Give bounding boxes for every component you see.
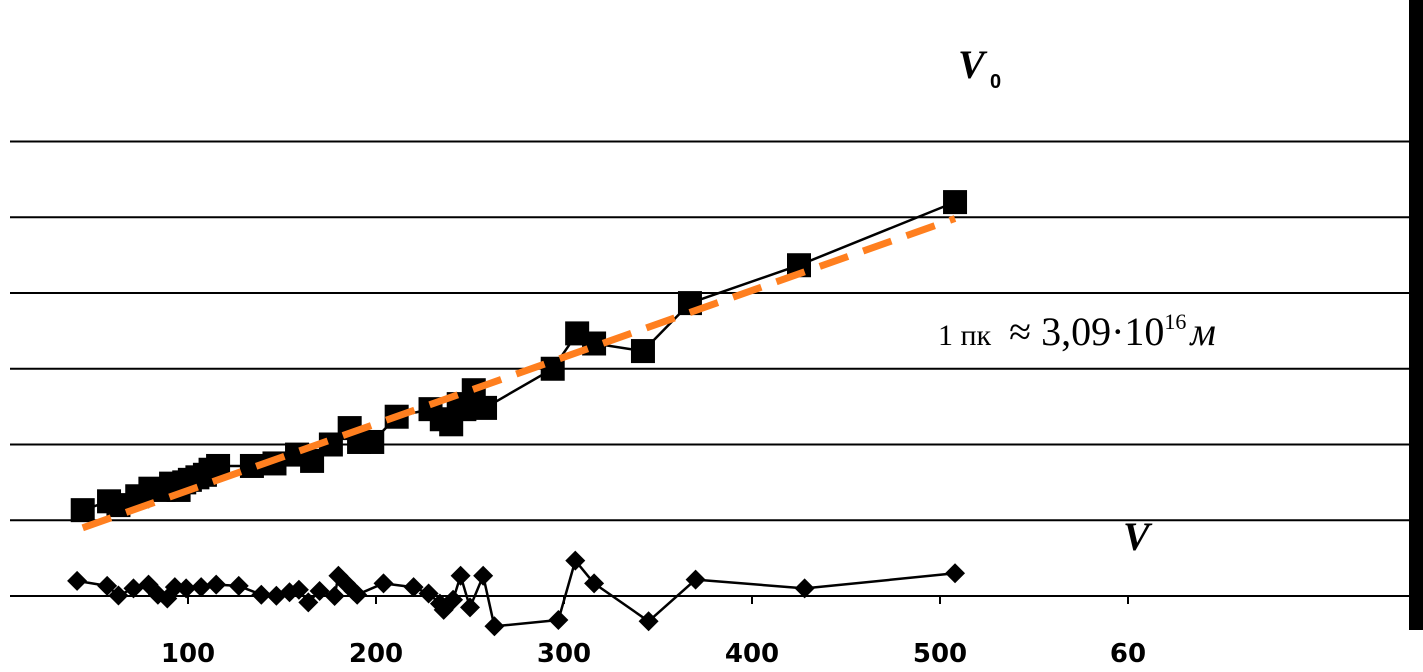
data-point-square [106,493,131,518]
x-axis: 100 200 300 400 500 60 [10,595,1409,669]
series-v0 [70,190,968,523]
series-label-v: V [1123,514,1153,559]
data-point-diamond [794,578,815,599]
data-point-diamond [309,580,330,601]
data-point-diamond [473,565,494,586]
data-point-square [360,429,385,454]
data-point-diamond [123,578,144,599]
right-edge-bar [1409,0,1423,630]
data-point-diamond [403,577,424,598]
data-point-diamond [584,573,605,594]
data-point-diamond [548,609,569,630]
data-point-diamond [685,569,706,590]
series-v [67,550,966,637]
data-point-square [70,498,95,523]
trendline-dashed [81,215,957,532]
data-point-diamond [638,611,659,632]
x-tick-label: 300 [537,639,591,669]
data-point-diamond [373,573,394,594]
parsec-unit: 1 пк [938,319,992,352]
x-tick-label: 200 [349,639,403,669]
x-tick-label: 100 [161,639,215,669]
data-point-square [473,395,498,420]
data-point-diamond [176,578,197,599]
data-point-diamond [565,550,586,571]
parsec-annotation: 1 пк ≈ 3,09·1016 м [938,308,1216,355]
trendline [81,215,957,532]
series-label-v0-subscript: 0 [990,71,1001,93]
data-point-square [239,453,264,478]
data-point-diamond [288,579,309,600]
data-point-diamond [67,570,88,591]
data-point-diamond [418,583,439,604]
data-point-diamond [164,577,185,598]
parsec-exponent: 16 [1164,309,1187,334]
series-label-v0: V [958,42,988,87]
data-point-diamond [443,589,464,610]
gridlines [10,140,1409,522]
data-point-diamond [347,584,368,605]
data-point-diamond [450,565,471,586]
data-point-diamond [460,597,480,618]
data-point-diamond [945,563,966,584]
data-point-square [630,339,655,364]
x-tick-label: 60 [1110,639,1146,669]
data-point-diamond [484,616,505,637]
data-point-diamond [228,575,249,596]
parsec-approx: ≈ 3,09·10 [1009,309,1165,354]
x-tick-label: 500 [913,639,967,669]
parsec-unit-symbol: м [1190,309,1216,354]
data-point-diamond [298,592,319,613]
data-point-diamond [191,577,212,598]
data-point-square [943,190,968,215]
data-point-diamond [108,585,129,606]
data-point-diamond [251,584,272,605]
series-line [76,559,956,628]
x-tick-label: 400 [725,639,779,669]
data-point-diamond [324,586,345,606]
data-point-diamond [206,574,227,595]
data-point-diamond [97,575,118,596]
